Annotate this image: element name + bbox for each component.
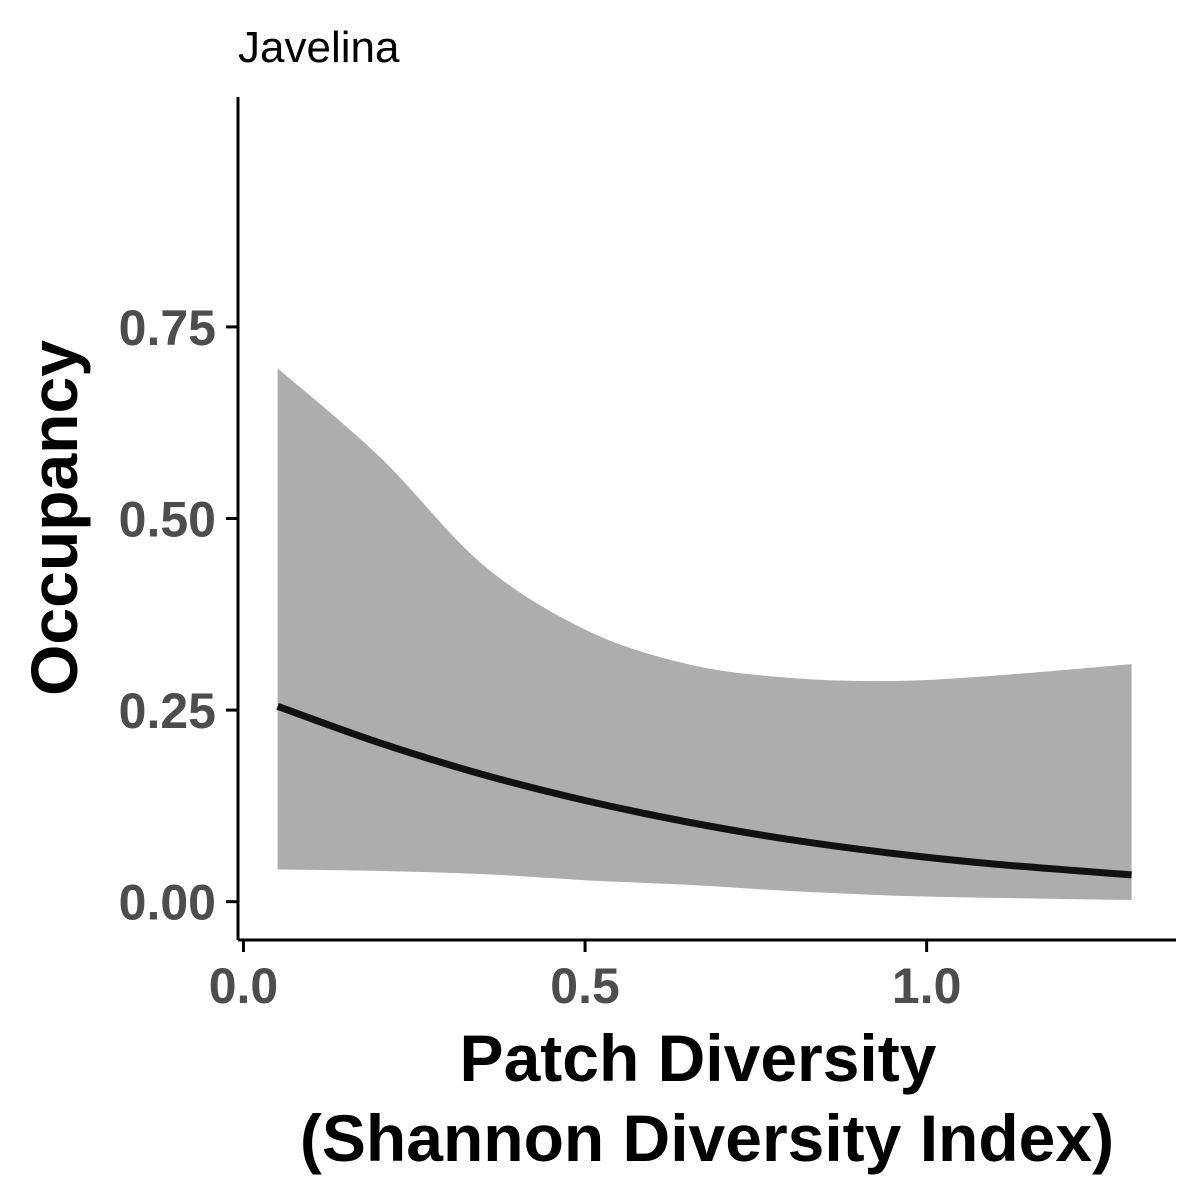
x-axis-title-line-1: Patch Diversity xyxy=(460,1021,937,1095)
y-tick-label: 0.75 xyxy=(119,300,216,356)
y-axis-ticks: 0.00 0.25 0.50 0.75 xyxy=(119,300,238,931)
x-tick-label: 1.0 xyxy=(892,958,962,1014)
x-axis-title-line-2: (Shannon Diversity Index) xyxy=(300,1101,1114,1175)
x-axis-ticks: 0.0 0.5 1.0 xyxy=(209,940,962,1014)
y-tick-label: 0.00 xyxy=(119,875,216,931)
occupancy-line xyxy=(276,703,1132,879)
y-axis-title: Occupancy xyxy=(17,340,91,696)
confidence-ribbon xyxy=(277,368,1132,901)
chart-title: Javelina xyxy=(238,23,400,72)
plot-area xyxy=(276,368,1132,901)
x-tick-label: 0.5 xyxy=(550,958,620,1014)
x-tick-label: 0.0 xyxy=(209,958,279,1014)
y-tick-label: 0.50 xyxy=(119,492,216,548)
y-tick-label: 0.25 xyxy=(119,683,216,739)
